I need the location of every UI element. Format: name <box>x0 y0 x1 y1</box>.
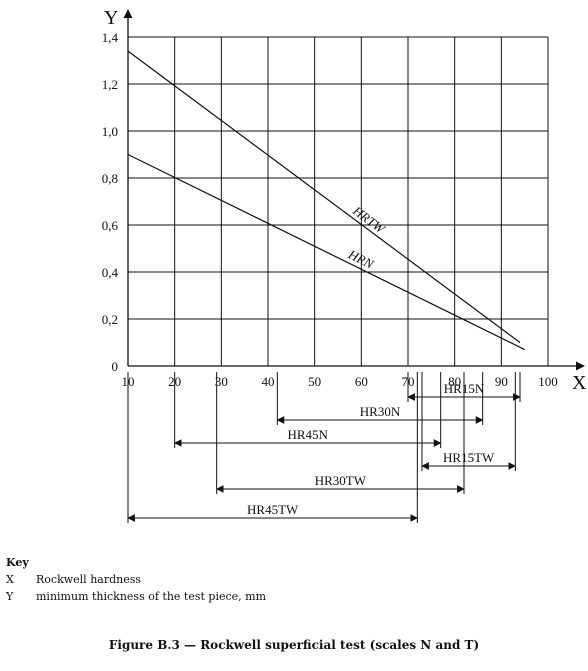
key-row-y: Y minimum thickness of the test piece, m… <box>6 590 266 603</box>
x-tick-label: 30 <box>215 374 228 389</box>
grid <box>127 36 549 366</box>
key-row-x: X Rockwell hardness <box>6 573 266 586</box>
key-block: Key X Rockwell hardness Y minimum thickn… <box>6 556 266 607</box>
key-title: Key <box>6 556 29 569</box>
y-axis-label: Y <box>104 7 118 29</box>
x-tick-label: 60 <box>355 374 368 389</box>
key-text-y: minimum thickness of the test piece, mm <box>36 590 267 603</box>
range-label-hr45tw: HR45TW <box>247 502 299 517</box>
range-label-hr30tw: HR30TW <box>315 473 367 488</box>
x-tick-label: 80 <box>448 374 461 389</box>
x-axis-label: X <box>572 372 587 394</box>
key-symbol-y: Y <box>6 590 14 603</box>
key-symbol-x: X <box>6 573 14 586</box>
y-tick-label: 0,4 <box>102 265 119 280</box>
x-tick-label: 50 <box>308 374 321 389</box>
y-tick-label: 1,2 <box>102 77 118 92</box>
x-tick-label: 40 <box>262 374 275 389</box>
y-tick-label: 0 <box>112 359 119 374</box>
y-tick-label: 0,8 <box>102 171 118 186</box>
y-tick-label: 1,0 <box>102 124 118 139</box>
y-tick-label: 0,2 <box>102 312 118 327</box>
range-label-hr30n: HR30N <box>360 404 401 419</box>
key-text-x: Rockwell hardness <box>36 573 142 586</box>
axes: XY <box>104 7 587 394</box>
series-line-hrn <box>127 153 525 351</box>
range-label-hr15tw: HR15TW <box>443 450 495 465</box>
x-tick-label: 90 <box>495 374 508 389</box>
series-line-hrtw <box>127 50 521 343</box>
y-tick-label: 0,6 <box>102 218 119 233</box>
tick-labels: 10 20 30 40 50 60 70 80 90 10000,20,40,60,81,01,2… <box>102 30 558 389</box>
x-tick-label: 100 <box>538 374 558 389</box>
range-label-hr45n: HR45N <box>287 427 328 442</box>
y-tick-label: 1,4 <box>102 30 119 45</box>
figure-caption: Figure B.3 — Rockwell superficial test (… <box>108 638 480 652</box>
